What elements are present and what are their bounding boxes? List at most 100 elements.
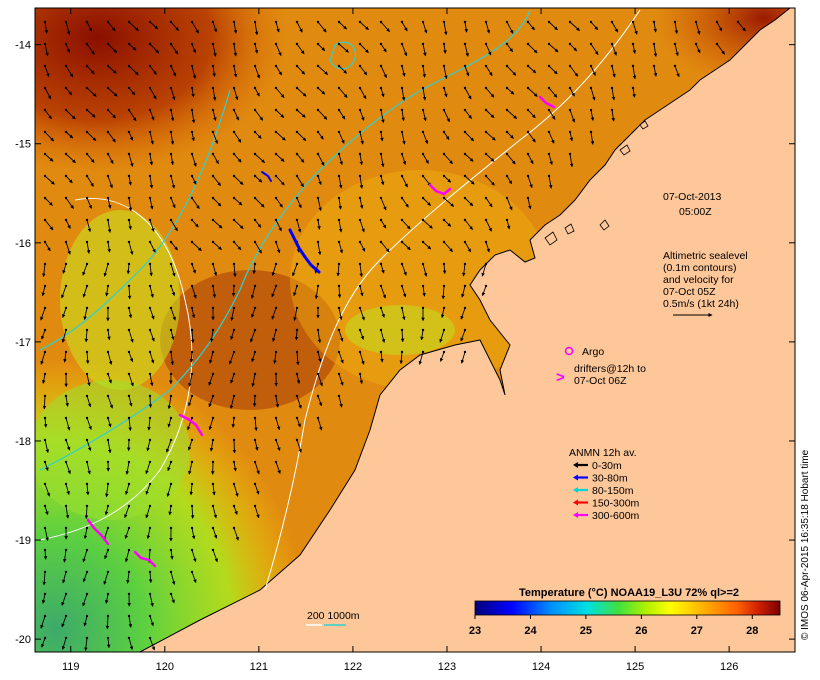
velocity-origin-dot xyxy=(106,614,110,618)
velocity-origin-dot xyxy=(505,218,509,222)
velocity-vector xyxy=(506,21,514,34)
velocity-origin-dot xyxy=(400,42,404,46)
velocity-vector xyxy=(105,285,109,297)
velocity-origin-dot xyxy=(379,350,383,354)
velocity-origin-dot xyxy=(211,130,215,134)
velocity-vector xyxy=(317,87,326,95)
velocity-origin-dot xyxy=(232,86,236,90)
velocity-origin-dot xyxy=(85,526,89,530)
velocity-origin-dot xyxy=(64,460,68,464)
velocity-origin-dot xyxy=(190,372,194,376)
velocity-vector xyxy=(294,329,299,341)
velocity-vector xyxy=(401,219,411,230)
velocity-origin-dot xyxy=(211,196,215,200)
velocity-vector xyxy=(317,109,328,120)
velocity-origin-dot xyxy=(127,328,131,332)
velocity-vector xyxy=(338,219,343,233)
velocity-vector xyxy=(103,263,109,277)
velocity-origin-dot xyxy=(547,152,551,156)
velocity-vector xyxy=(170,285,176,296)
velocity-vector xyxy=(128,395,133,407)
velocity-vector xyxy=(275,109,285,118)
velocity-vector xyxy=(146,527,151,540)
velocity-origin-dot xyxy=(190,130,194,134)
velocity-vector xyxy=(212,527,218,539)
velocity-vector xyxy=(254,21,259,36)
velocity-vector xyxy=(83,527,88,540)
velocity-vector xyxy=(61,329,67,343)
velocity-vector xyxy=(506,131,514,139)
velocity-vector xyxy=(317,197,322,212)
velocity-vector xyxy=(149,109,155,121)
velocity-vector xyxy=(191,571,197,584)
velocity-origin-dot xyxy=(169,416,173,420)
velocity-origin-dot xyxy=(106,284,110,288)
velocity-origin-dot xyxy=(85,152,89,156)
velocity-origin-dot xyxy=(442,306,446,310)
velocity-origin-dot xyxy=(85,218,89,222)
velocity-origin-dot xyxy=(43,394,47,398)
velocity-origin-dot xyxy=(148,592,152,596)
velocity-vector xyxy=(506,197,513,211)
altimetry-line-5: 0.5m/s (1kt 24h) xyxy=(663,298,739,310)
velocity-origin-dot xyxy=(316,218,320,222)
velocity-vector xyxy=(166,483,172,497)
velocity-vector xyxy=(230,307,235,322)
velocity-vector xyxy=(41,285,46,297)
velocity-origin-dot xyxy=(232,416,236,420)
velocity-origin-dot xyxy=(316,416,320,420)
velocity-vector xyxy=(254,439,259,451)
velocity-origin-dot xyxy=(85,394,89,398)
velocity-origin-dot xyxy=(106,42,110,46)
velocity-vector xyxy=(61,285,67,299)
velocity-origin-dot xyxy=(148,64,152,68)
velocity-vector xyxy=(86,153,95,163)
velocity-vector xyxy=(212,153,219,165)
velocity-origin-dot xyxy=(484,64,488,68)
velocity-origin-dot xyxy=(295,438,299,442)
velocity-vector xyxy=(149,65,157,75)
velocity-vector xyxy=(149,241,156,253)
velocity-vector xyxy=(44,43,49,57)
velocity-origin-dot xyxy=(463,152,467,156)
velocity-origin-dot xyxy=(442,108,446,112)
colorbar-ticks: 23 24 25 26 27 28 xyxy=(469,615,758,637)
velocity-vector xyxy=(86,417,92,430)
velocity-origin-dot xyxy=(106,416,110,420)
velocity-origin-dot xyxy=(505,86,509,90)
velocity-vector xyxy=(188,461,193,475)
velocity-vector xyxy=(65,43,71,54)
velocity-origin-dot xyxy=(505,174,509,178)
velocity-vector xyxy=(105,615,110,630)
velocity-vector xyxy=(128,637,134,650)
velocity-origin-dot xyxy=(85,504,89,508)
velocity-origin-dot xyxy=(253,482,257,486)
velocity-vector xyxy=(338,21,347,30)
velocity-origin-dot xyxy=(631,20,635,24)
velocity-origin-dot xyxy=(190,460,194,464)
velocity-vector xyxy=(189,351,194,363)
velocity-vector xyxy=(401,43,408,57)
velocity-origin-dot xyxy=(232,504,236,508)
velocity-vector xyxy=(233,241,242,251)
velocity-vector xyxy=(317,329,322,344)
velocity-origin-dot xyxy=(295,372,299,376)
velocity-origin-dot xyxy=(295,86,299,90)
velocity-origin-dot xyxy=(211,306,215,310)
velocity-origin-dot xyxy=(232,438,236,442)
velocity-vector xyxy=(399,351,404,365)
altimetry-line-2: (0.1m contours) xyxy=(663,262,737,274)
velocity-origin-dot xyxy=(484,130,488,134)
velocity-vector xyxy=(86,439,92,452)
velocity-vector xyxy=(233,527,239,541)
velocity-origin-dot xyxy=(421,130,425,134)
velocity-vector xyxy=(228,351,235,365)
velocity-origin-dot xyxy=(169,372,173,376)
velocity-origin-dot xyxy=(484,284,488,288)
velocity-origin-dot xyxy=(148,86,152,90)
velocity-origin-dot xyxy=(106,570,110,574)
velocity-origin-dot xyxy=(463,218,467,222)
velocity-vector xyxy=(527,65,537,74)
velocity-vector xyxy=(296,153,305,163)
velocity-vector xyxy=(439,351,445,362)
